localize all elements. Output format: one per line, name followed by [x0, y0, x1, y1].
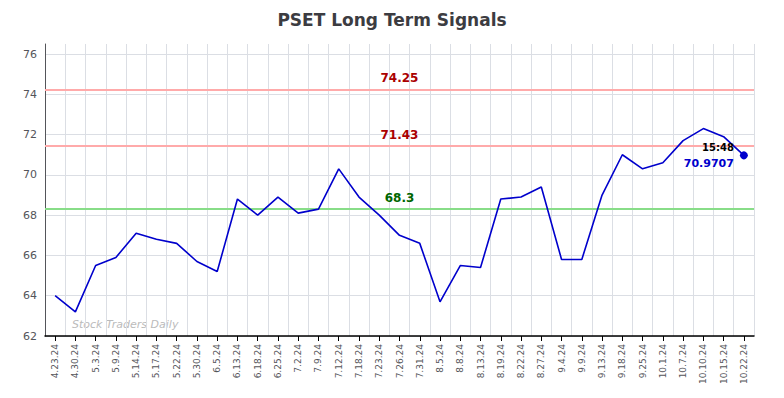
svg-text:68.3: 68.3	[385, 191, 415, 205]
svg-text:5.14.24: 5.14.24	[131, 344, 141, 379]
svg-text:9.9.24: 9.9.24	[577, 344, 587, 373]
svg-text:4.23.24: 4.23.24	[50, 344, 60, 379]
svg-text:70: 70	[23, 168, 37, 181]
svg-text:72: 72	[23, 128, 37, 141]
svg-text:8.8.24: 8.8.24	[455, 344, 465, 373]
svg-text:4.30.24: 4.30.24	[70, 344, 80, 379]
svg-text:5.30.24: 5.30.24	[192, 344, 202, 379]
svg-text:5.17.24: 5.17.24	[151, 344, 161, 379]
svg-text:7.26.24: 7.26.24	[395, 344, 405, 379]
svg-text:71.43: 71.43	[381, 128, 419, 142]
svg-text:8.19.24: 8.19.24	[496, 344, 506, 379]
svg-text:7.23.24: 7.23.24	[374, 344, 384, 379]
svg-text:5.22.24: 5.22.24	[172, 344, 182, 379]
svg-text:10.22.24: 10.22.24	[739, 344, 749, 384]
svg-text:7.18.24: 7.18.24	[354, 344, 364, 379]
svg-text:8.13.24: 8.13.24	[476, 344, 486, 379]
svg-text:15:48: 15:48	[702, 142, 734, 153]
svg-text:9.13.24: 9.13.24	[597, 344, 607, 379]
svg-text:5.9.24: 5.9.24	[111, 344, 121, 373]
svg-text:7.12.24: 7.12.24	[334, 344, 344, 379]
svg-text:70.9707: 70.9707	[684, 157, 734, 170]
svg-text:10.15.24: 10.15.24	[719, 344, 729, 384]
svg-text:6.18.24: 6.18.24	[253, 344, 263, 379]
svg-text:7.2.24: 7.2.24	[293, 344, 303, 373]
svg-text:8.5.24: 8.5.24	[435, 344, 445, 373]
svg-text:76: 76	[23, 48, 37, 61]
svg-text:8.22.24: 8.22.24	[516, 344, 526, 379]
svg-text:10.10.24: 10.10.24	[698, 344, 708, 384]
svg-text:9.25.24: 9.25.24	[638, 344, 648, 379]
svg-text:9.4.24: 9.4.24	[557, 344, 567, 373]
svg-text:68: 68	[23, 209, 37, 222]
svg-text:74: 74	[23, 88, 37, 101]
svg-text:62: 62	[23, 330, 37, 343]
svg-text:6.13.24: 6.13.24	[232, 344, 242, 379]
svg-text:10.1.24: 10.1.24	[658, 344, 668, 379]
svg-text:Stock Traders Daily: Stock Traders Daily	[72, 318, 179, 331]
svg-text:6.25.24: 6.25.24	[273, 344, 283, 379]
svg-text:9.18.24: 9.18.24	[617, 344, 627, 379]
svg-text:74.25: 74.25	[381, 71, 419, 85]
svg-text:PSET Long Term Signals: PSET Long Term Signals	[277, 10, 506, 30]
svg-text:7.31.24: 7.31.24	[415, 344, 425, 379]
svg-text:5.3.24: 5.3.24	[91, 344, 101, 373]
svg-text:7.9.24: 7.9.24	[313, 344, 323, 373]
svg-text:10.7.24: 10.7.24	[678, 344, 688, 379]
svg-text:6.5.24: 6.5.24	[212, 344, 222, 373]
svg-text:8.27.24: 8.27.24	[536, 344, 546, 379]
svg-text:64: 64	[23, 289, 37, 302]
svg-text:66: 66	[23, 249, 37, 262]
